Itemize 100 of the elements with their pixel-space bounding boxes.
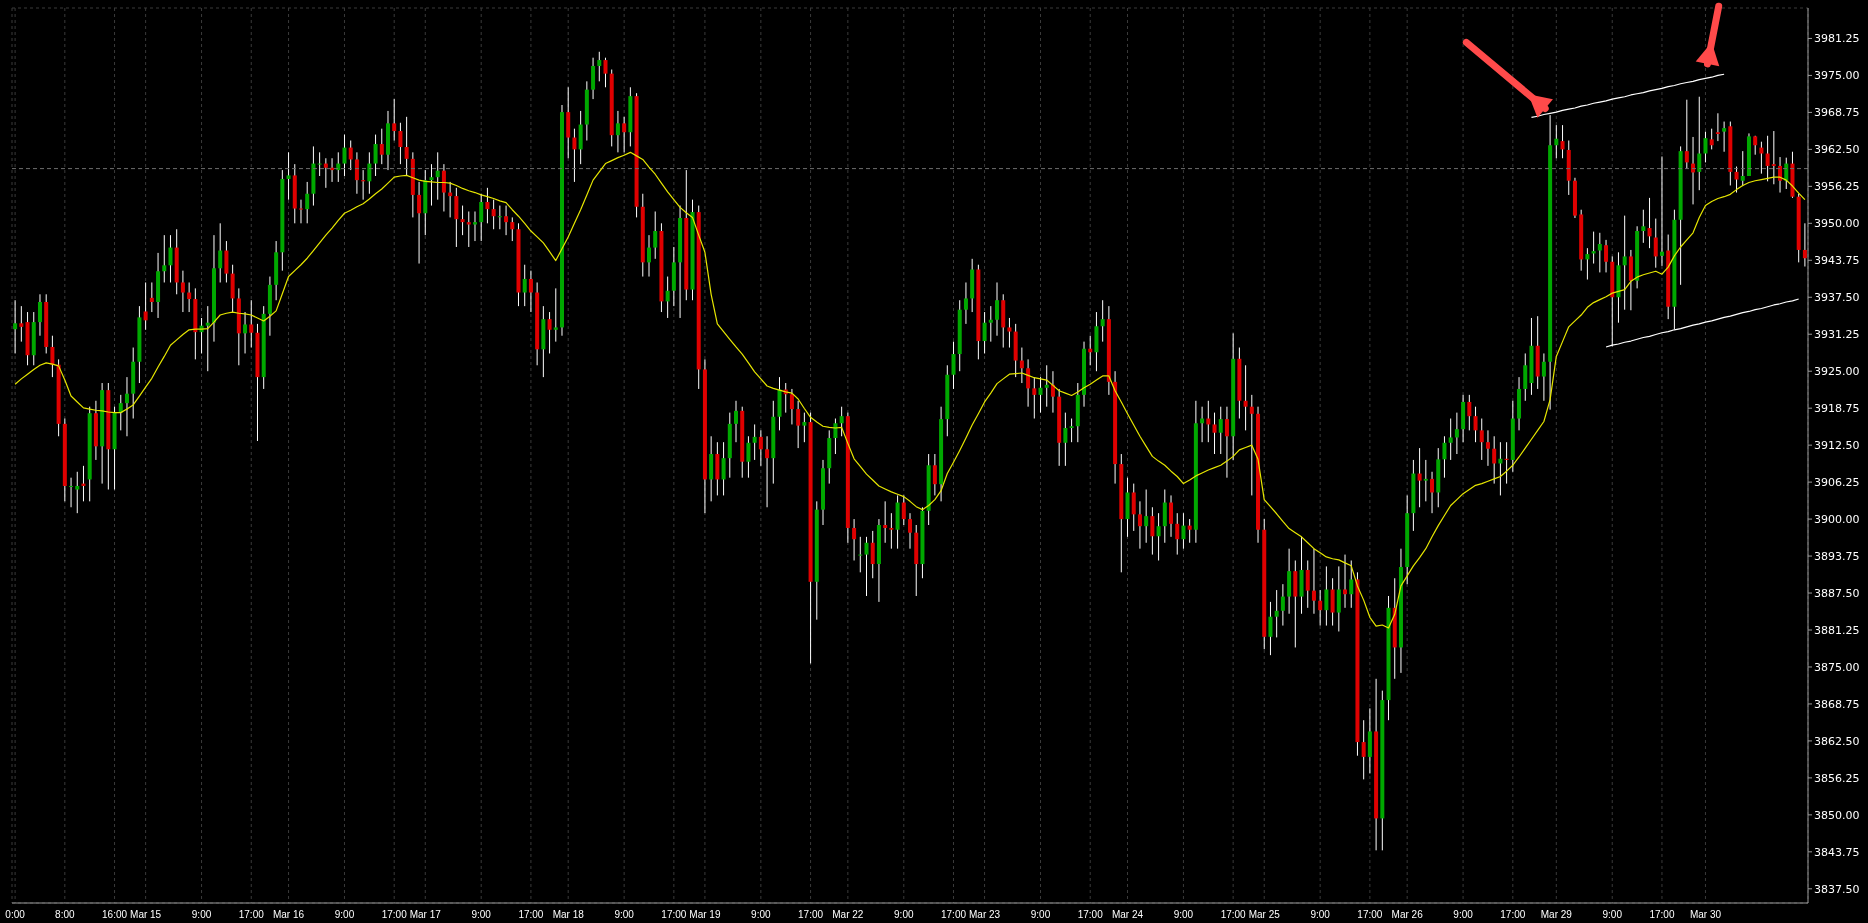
candlestick	[1641, 209, 1646, 244]
candlestick	[317, 151, 322, 177]
y-tick-label: 3900.00	[1814, 513, 1860, 526]
candlestick	[1467, 394, 1472, 431]
candlestick	[1311, 548, 1316, 615]
candlestick	[298, 199, 303, 224]
candlestick	[1044, 364, 1049, 408]
y-tick-label: 3837.50	[1814, 882, 1860, 896]
candlestick	[168, 234, 173, 283]
y-tick-label: 3981.25	[1814, 32, 1860, 46]
candlestick	[1430, 471, 1435, 514]
candlestick	[553, 287, 558, 343]
candlestick	[1324, 565, 1329, 627]
candlestick	[1218, 406, 1223, 455]
candlestick	[883, 500, 888, 544]
candlestick	[1585, 247, 1590, 281]
candlestick	[1019, 347, 1024, 384]
candlestick	[1349, 560, 1354, 609]
candlestick	[870, 530, 875, 579]
candlestick	[1007, 317, 1012, 349]
candlestick	[504, 205, 509, 236]
x-tick-label: 0:00	[5, 909, 26, 921]
candlestick	[852, 518, 857, 561]
candlestick	[205, 305, 210, 372]
candlestick	[1032, 376, 1037, 420]
candlestick	[995, 281, 1000, 337]
candlestick	[218, 222, 223, 283]
x-tick-label: Mar 24	[1111, 909, 1144, 921]
y-tick-label: 3875.00	[1814, 660, 1860, 674]
candlestick	[1448, 418, 1453, 461]
x-tick-label: Mar 30	[1689, 909, 1722, 921]
candlestick	[342, 134, 347, 177]
candlestick	[615, 110, 620, 153]
candlestick	[373, 134, 378, 177]
candlestick	[454, 187, 459, 248]
candlestick	[1604, 239, 1609, 273]
candlestick	[1560, 124, 1565, 159]
x-tick-label: 17:00	[381, 909, 408, 921]
candlestick	[75, 471, 80, 514]
candlestick	[1249, 394, 1254, 496]
candlestick	[1162, 489, 1167, 544]
candlestick	[1175, 512, 1180, 556]
y-tick-label: 3975.00	[1814, 69, 1860, 83]
candlestick	[653, 210, 658, 260]
candlestick	[1697, 96, 1702, 191]
candlestick	[901, 494, 906, 526]
candlestick	[1343, 554, 1348, 609]
candlestick	[1492, 435, 1497, 485]
candlestick	[323, 157, 328, 189]
candlestick	[1541, 352, 1546, 402]
candlestick	[510, 216, 515, 242]
candlestick	[1150, 506, 1155, 556]
x-tick-label: 9:00	[1310, 909, 1331, 921]
candlestick	[932, 453, 937, 496]
candlestick	[665, 276, 670, 319]
candlestick	[1454, 412, 1459, 455]
candlestick	[1765, 135, 1770, 182]
candlestick	[908, 512, 913, 550]
candlestick	[50, 335, 55, 378]
candlestick	[429, 163, 434, 207]
candlestick	[1268, 601, 1273, 656]
candlestick	[597, 51, 602, 82]
candlestick	[1771, 130, 1776, 185]
candlestick	[796, 400, 801, 449]
candlestick	[1100, 299, 1105, 343]
candlestick	[1026, 358, 1031, 408]
candlestick	[765, 435, 770, 508]
y-tick-label: 3931.25	[1814, 328, 1860, 342]
candlestick	[802, 412, 807, 443]
candlestick	[1759, 141, 1764, 175]
x-tick-label: 9:00	[1453, 909, 1474, 921]
candlestick	[758, 429, 763, 467]
y-tick-label: 3906.25	[1814, 476, 1860, 490]
candlestick	[1597, 232, 1602, 273]
candlestick	[982, 311, 987, 354]
candlestick	[1740, 150, 1745, 187]
candlestick	[249, 299, 254, 349]
y-tick-label: 3943.75	[1814, 254, 1860, 268]
candlestick	[1554, 124, 1559, 159]
candlestick	[479, 193, 484, 242]
y-tick-label: 3912.50	[1814, 439, 1860, 453]
x-tick-label: Mar 15	[130, 909, 162, 921]
x-tick-label: 9:00	[191, 909, 212, 921]
candlestick	[1802, 222, 1807, 267]
candlestick	[1523, 352, 1528, 402]
x-tick-label: 17:00	[1357, 909, 1383, 921]
x-tick-label: 17:00	[1220, 909, 1247, 921]
candlestick	[460, 205, 465, 236]
candlestick	[1361, 719, 1366, 780]
candlestick	[1330, 577, 1335, 627]
candlestick	[1280, 583, 1285, 627]
x-tick-label: 9:00	[1173, 909, 1194, 921]
candlestick	[180, 270, 185, 313]
candlestick	[1647, 197, 1652, 249]
candlestick	[354, 151, 359, 195]
x-tick-label: 17:00	[940, 909, 967, 921]
candlestick	[889, 512, 894, 550]
candlestick	[485, 187, 490, 224]
candlestick	[734, 400, 738, 443]
x-tick-label: 9:00	[1030, 909, 1051, 921]
